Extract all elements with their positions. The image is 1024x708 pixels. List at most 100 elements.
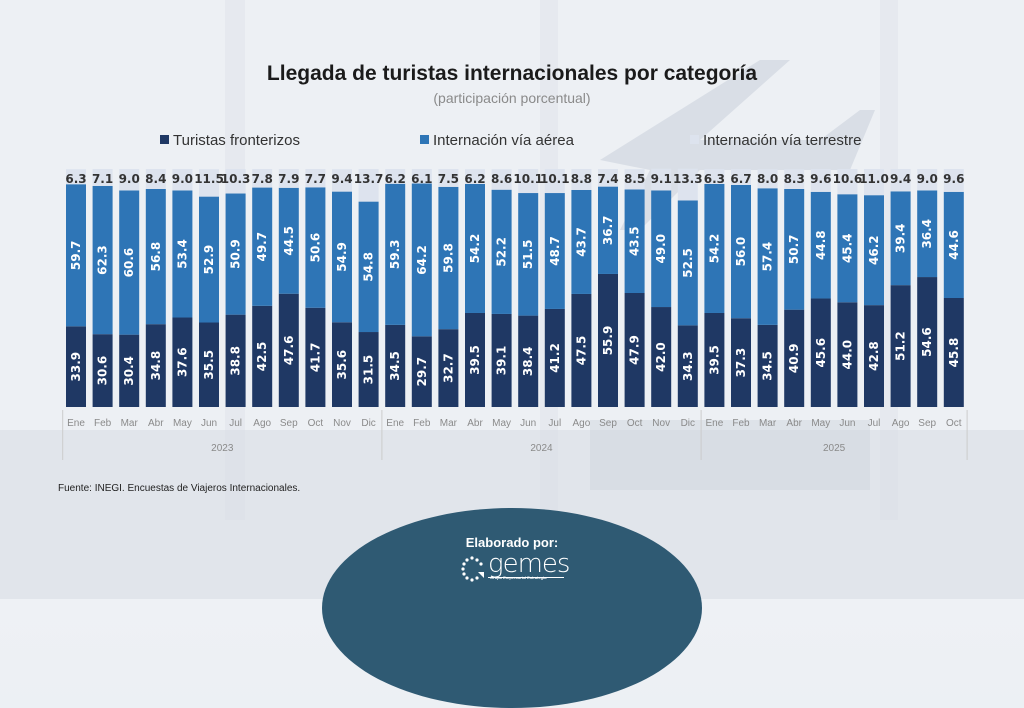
stacked-bar-chart: 33.9 59.7 6.3 Ene 30.6 62.3 7.1 Feb 30.4 60.6 9.0 M…: [62, 168, 968, 460]
legend-item-aerea: Internación vía aérea: [420, 132, 574, 149]
bar-segment-aerea: [119, 190, 140, 335]
bar-segment-aerea: [145, 188, 166, 325]
bar-segment-aerea: [890, 191, 911, 286]
data-label: 45.4: [840, 233, 854, 263]
bar-segment-aerea: [598, 186, 618, 274]
data-label: 44.0: [840, 340, 854, 370]
data-label: 54.8: [362, 252, 376, 282]
bar-segment-fronterizos: [598, 273, 618, 407]
data-label-terrestre: 10.3: [221, 172, 251, 186]
legend-label: Internación vía terrestre: [703, 132, 862, 149]
bar-segment-terrestre: [252, 169, 273, 188]
bar-segment-fronterizos: [810, 298, 831, 407]
x-tick-label: Abr: [148, 418, 164, 429]
data-label: 36.4: [920, 219, 934, 249]
bar-segment-terrestre: [119, 169, 140, 191]
data-label: 52.9: [202, 245, 216, 275]
data-label: 43.7: [574, 227, 588, 257]
bar-segment-aerea: [172, 190, 193, 318]
data-label: 50.7: [787, 235, 801, 265]
bar-segment-terrestre: [624, 169, 645, 190]
bar-segment-terrestre: [784, 169, 805, 189]
data-label-terrestre: 9.1: [651, 172, 672, 186]
data-label: 31.5: [362, 355, 376, 385]
data-label: 29.7: [415, 357, 429, 387]
data-label-terrestre: 7.1: [92, 172, 113, 186]
bar-segment-fronterizos: [571, 293, 592, 407]
data-label: 30.6: [96, 356, 110, 386]
bar-segment-fronterizos: [145, 324, 166, 407]
bar-segment-fronterizos: [92, 334, 113, 407]
bar-segment-terrestre: [731, 169, 751, 185]
data-label-terrestre: 6.2: [464, 172, 485, 186]
bar-segment-fronterizos: [544, 308, 565, 407]
x-tick-label: Feb: [94, 418, 112, 429]
data-label: 52.2: [495, 237, 509, 267]
bar-segment-aerea: [837, 194, 858, 303]
bar-segment-terrestre: [917, 169, 938, 191]
x-tick-label: Jun: [520, 418, 536, 429]
data-label-terrestre: 6.3: [704, 172, 725, 186]
data-label: 41.7: [308, 343, 322, 373]
x-tick-label: Abr: [786, 418, 802, 429]
bar-segment-fronterizos: [784, 309, 805, 407]
bar-segment-aerea: [305, 187, 326, 308]
data-label-terrestre: 7.9: [278, 172, 299, 186]
x-tick-label: May: [173, 418, 192, 429]
data-label: 39.4: [894, 223, 908, 253]
bar-segment-aerea: [438, 186, 459, 330]
x-tick-label: Ene: [706, 418, 724, 429]
data-label-terrestre: 11.5: [194, 172, 224, 186]
data-label-terrestre: 7.4: [597, 172, 618, 186]
data-label-terrestre: 8.8: [571, 172, 592, 186]
legend-label: Internación vía aérea: [433, 132, 574, 149]
data-label-terrestre: 9.0: [119, 172, 140, 186]
data-label: 37.6: [175, 347, 189, 377]
x-tick-label: Feb: [732, 418, 750, 429]
bar-segment-fronterizos: [651, 307, 672, 407]
bar-segment-terrestre: [385, 169, 406, 184]
data-label-terrestre: 7.8: [252, 172, 273, 186]
bar-segment-aerea: [358, 201, 379, 333]
x-tick-label: Ago: [253, 418, 271, 429]
data-label: 35.6: [335, 350, 349, 380]
data-label: 44.5: [282, 226, 296, 256]
x-tick-label: Jun: [839, 418, 855, 429]
bar-segment-terrestre: [571, 169, 592, 190]
logo-text: gemes: [488, 549, 570, 579]
x-tick-label: Oct: [308, 418, 324, 429]
data-label: 50.9: [229, 239, 243, 269]
bar-segment-fronterizos: [172, 317, 193, 407]
data-label: 60.6: [122, 248, 136, 278]
data-label: 54.9: [335, 242, 349, 272]
bar-segment-aerea: [332, 191, 352, 323]
x-tick-label: Mar: [440, 418, 458, 429]
data-label: 43.5: [628, 226, 642, 256]
x-tick-label: Dic: [361, 418, 375, 429]
x-tick-label: Jun: [201, 418, 217, 429]
bar-segment-aerea: [651, 190, 672, 308]
data-label: 62.3: [96, 245, 110, 275]
data-label: 59.7: [69, 240, 83, 270]
x-tick-label: Sep: [599, 418, 617, 429]
bar-segment-aerea: [491, 189, 512, 314]
data-label: 33.9: [69, 352, 83, 382]
bar-segment-terrestre: [438, 169, 459, 187]
data-label-terrestre: 9.6: [810, 172, 831, 186]
bar-segment-terrestre: [358, 169, 379, 202]
x-tick-label: Ago: [573, 418, 591, 429]
bar-segment-aerea: [278, 187, 299, 294]
data-label-terrestre: 9.4: [331, 172, 352, 186]
bar-segment-fronterizos: [837, 302, 858, 407]
bar-segment-terrestre: [411, 169, 432, 184]
bar-segment-fronterizos: [119, 334, 140, 407]
chart-subtitle: (participación porcentual): [433, 90, 591, 106]
bar-segment-terrestre: [305, 169, 326, 188]
x-group-label: 2024: [530, 443, 553, 454]
bar-segment-terrestre: [757, 169, 778, 189]
data-label: 37.3: [734, 348, 748, 378]
data-label-terrestre: 11.0: [859, 172, 889, 186]
data-label-terrestre: 6.2: [385, 172, 406, 186]
x-group-label: 2023: [211, 443, 234, 454]
data-label: 47.5: [574, 336, 588, 366]
